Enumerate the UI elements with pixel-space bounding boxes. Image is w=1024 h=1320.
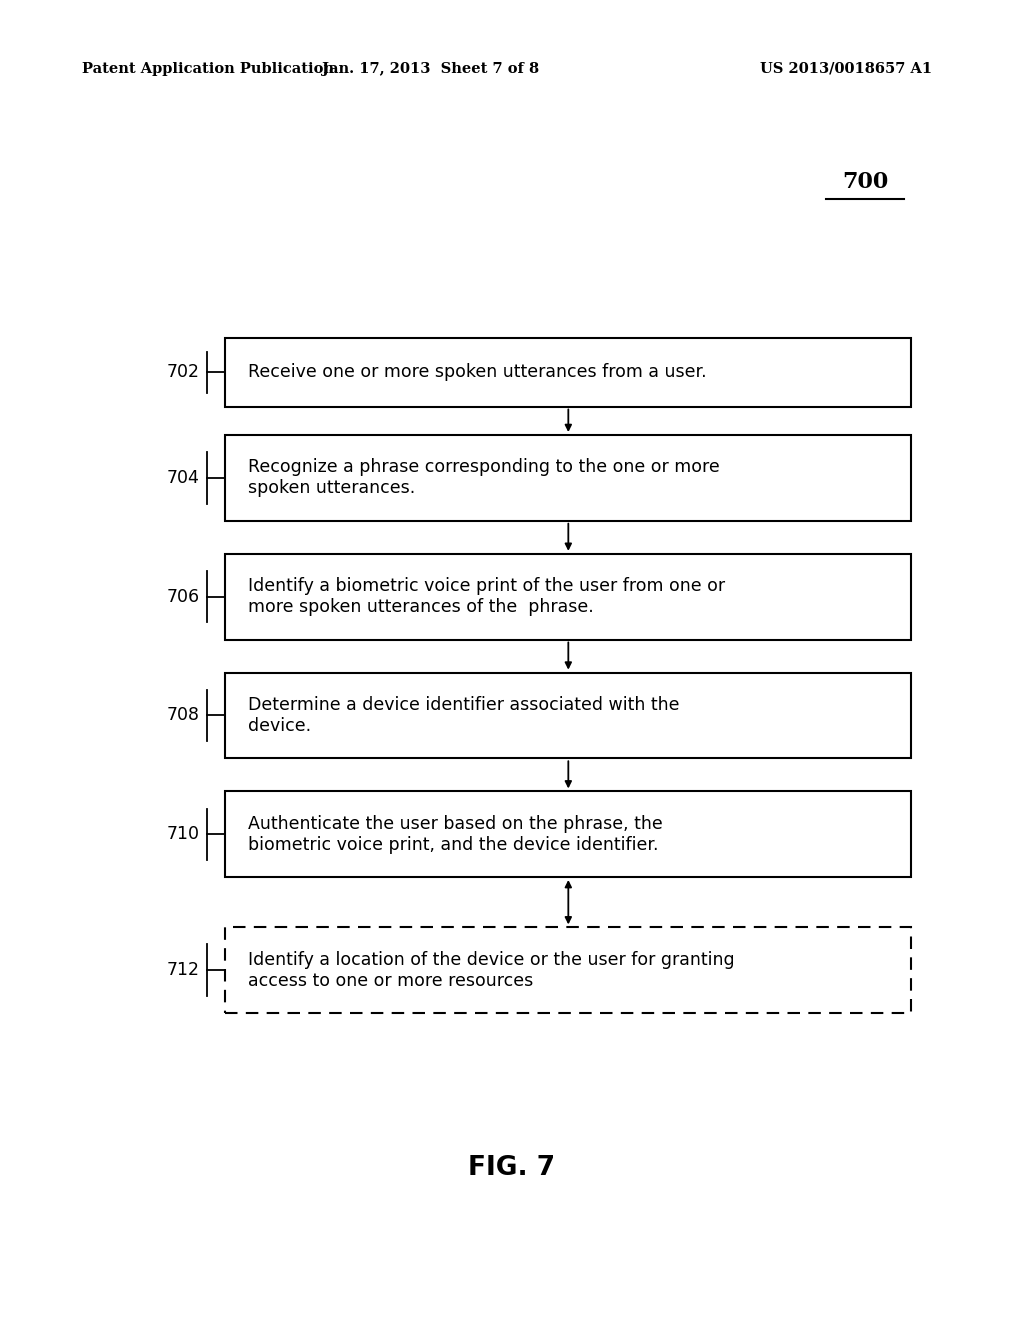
Text: Identify a biometric voice print of the user from one or
more spoken utterances : Identify a biometric voice print of the … [248, 577, 725, 616]
Text: Jan. 17, 2013  Sheet 7 of 8: Jan. 17, 2013 Sheet 7 of 8 [322, 62, 539, 75]
Text: 706: 706 [167, 587, 200, 606]
Text: Authenticate the user based on the phrase, the
biometric voice print, and the de: Authenticate the user based on the phras… [248, 814, 663, 854]
Text: Receive one or more spoken utterances from a user.: Receive one or more spoken utterances fr… [248, 363, 707, 381]
Bar [225, 927, 911, 1014]
Text: 712: 712 [167, 961, 200, 979]
Text: Identify a location of the device or the user for granting
access to one or more: Identify a location of the device or the… [248, 950, 734, 990]
Text: Recognize a phrase corresponding to the one or more
spoken utterances.: Recognize a phrase corresponding to the … [248, 458, 720, 498]
Bar [225, 673, 911, 758]
Text: FIG. 7: FIG. 7 [468, 1155, 556, 1181]
Text: 710: 710 [167, 825, 200, 843]
Text: 700: 700 [842, 172, 889, 193]
Text: 704: 704 [167, 469, 200, 487]
Bar [225, 554, 911, 639]
Bar [225, 792, 911, 876]
Bar [225, 434, 911, 520]
Text: 702: 702 [167, 363, 200, 381]
Text: Determine a device identifier associated with the
device.: Determine a device identifier associated… [248, 696, 679, 735]
Text: 708: 708 [167, 706, 200, 725]
Bar [225, 338, 911, 407]
Text: Patent Application Publication: Patent Application Publication [82, 62, 334, 75]
Text: US 2013/0018657 A1: US 2013/0018657 A1 [760, 62, 932, 75]
